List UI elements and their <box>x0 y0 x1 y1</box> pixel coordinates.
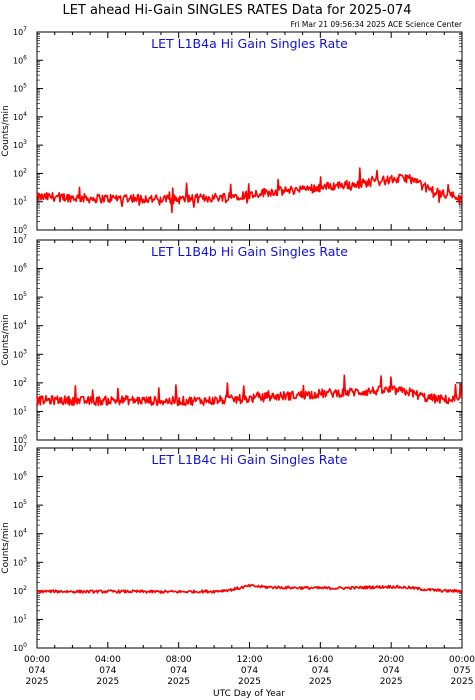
y-tick-label: 103 <box>13 348 27 359</box>
y-axis-label: Counts/min <box>1 105 11 156</box>
panel-title: LET L1B4b Hi Gain Singles Rate <box>151 244 348 259</box>
panel-3: 100 101 102 103 104 105 106 107 Counts/min LET L1… <box>1 442 463 653</box>
x-tick-year: 2025 <box>238 677 261 687</box>
y-tick-label: 105 <box>13 499 27 510</box>
x-tick-time: 04:00 <box>95 655 121 665</box>
panel-1: 100 101 102 103 104 105 106 107 Counts/min LET L1… <box>1 26 463 235</box>
plot-frame <box>36 447 463 649</box>
y-axis-label: Counts/min <box>1 314 11 365</box>
x-tick-year: 2025 <box>96 677 119 687</box>
x-tick-year: 2025 <box>380 677 403 687</box>
y-tick-label: 104 <box>13 528 27 539</box>
series-line <box>36 374 463 407</box>
y-tick-label: 104 <box>13 111 27 122</box>
y-tick-label: 100 <box>13 434 27 445</box>
y-tick-label: 100 <box>13 224 27 235</box>
x-tick-time: 00:00 <box>449 655 475 665</box>
panel-title: LET L1B4a Hi Gain Singles Rate <box>151 36 348 51</box>
x-tick-time: 12:00 <box>237 655 263 665</box>
x-axis: 00:00074202504:00074202508:00074202512:0… <box>24 655 475 687</box>
x-tick-time: 16:00 <box>307 655 333 665</box>
y-tick-label: 100 <box>13 642 27 653</box>
y-tick-label: 106 <box>13 471 27 482</box>
x-tick-year: 2025 <box>26 677 49 687</box>
x-axis-label: UTC Day of Year <box>213 689 285 699</box>
y-tick-label: 102 <box>13 167 27 178</box>
y-tick-label: 101 <box>13 405 27 416</box>
y-tick-label: 105 <box>13 83 27 94</box>
x-tick-time: 00:00 <box>24 655 50 665</box>
x-tick-year: 2025 <box>451 677 474 687</box>
panels-group: 100 101 102 103 104 105 106 107 Counts/min LET L1… <box>1 26 463 653</box>
y-axis-label: Counts/min <box>1 522 11 573</box>
y-tick-label: 102 <box>13 585 27 596</box>
x-tick-day: 074 <box>28 666 45 676</box>
x-tick-day: 074 <box>383 666 400 676</box>
y-tick-label: 101 <box>13 196 27 207</box>
y-tick-label: 103 <box>13 556 27 567</box>
x-tick-day: 074 <box>241 666 258 676</box>
y-tick-label: 107 <box>13 26 27 37</box>
x-tick-day: 074 <box>170 666 187 676</box>
y-tick-label: 107 <box>13 442 27 453</box>
timestamp-label: Fri Mar 21 09:56:34 2025 ACE Science Cen… <box>291 20 463 29</box>
y-tick-label: 103 <box>13 139 27 150</box>
chart-title: LET ahead Hi-Gain SINGLES RATES Data for… <box>62 3 411 18</box>
panel-2: 100 101 102 103 104 105 106 107 Counts/min LET L1… <box>1 234 463 445</box>
y-tick-label: 104 <box>13 320 27 331</box>
x-tick-time: 20:00 <box>378 655 404 665</box>
x-tick-day: 074 <box>312 666 329 676</box>
x-tick-year: 2025 <box>309 677 332 687</box>
series-line <box>36 583 463 594</box>
y-tick-label: 102 <box>13 377 27 388</box>
plot-frame <box>36 239 463 441</box>
y-tick-label: 106 <box>13 54 27 65</box>
x-tick-year: 2025 <box>167 677 190 687</box>
panel-title: LET L1B4c Hi Gain Singles Rate <box>152 452 348 467</box>
x-tick-day: 075 <box>453 666 470 676</box>
y-tick-label: 101 <box>13 613 27 624</box>
x-tick-day: 074 <box>99 666 116 676</box>
y-tick-label: 105 <box>13 291 27 302</box>
x-tick-time: 08:00 <box>166 655 192 665</box>
y-tick-label: 107 <box>13 234 27 245</box>
series-line <box>36 167 463 214</box>
y-tick-label: 106 <box>13 263 27 274</box>
